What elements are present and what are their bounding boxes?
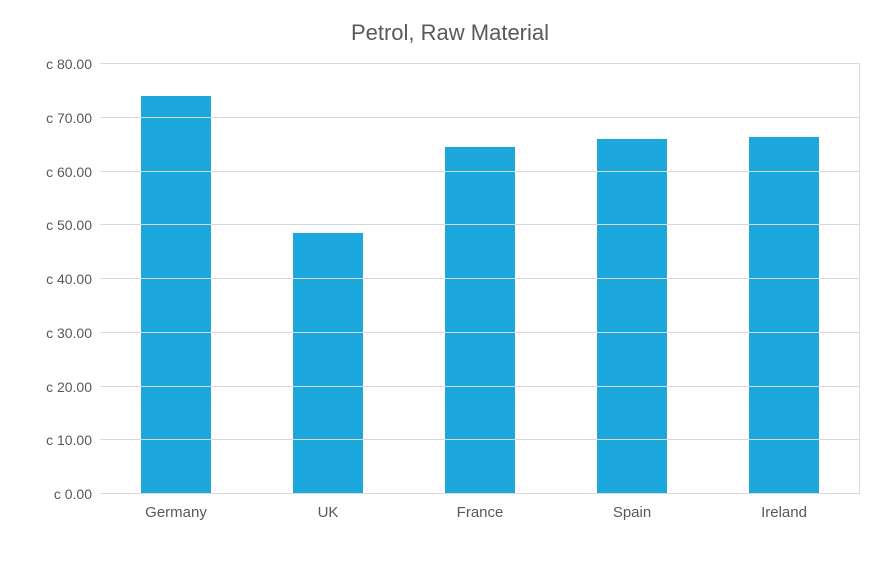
- grid-line: [100, 386, 860, 387]
- bar-chart: Petrol, Raw Material c 0.00c 10.00c 20.0…: [30, 20, 870, 540]
- y-tick-label: c 40.00: [30, 271, 92, 287]
- grid-line: [100, 439, 860, 440]
- bar-slot: [708, 64, 860, 494]
- bars-container: [100, 64, 860, 494]
- y-tick-label: c 80.00: [30, 56, 92, 72]
- y-tick-label: c 60.00: [30, 164, 92, 180]
- x-tick-label: Ireland: [708, 504, 860, 521]
- x-tick-label: France: [404, 504, 556, 521]
- bar: [293, 233, 363, 494]
- bar-slot: [404, 64, 556, 494]
- y-tick-label: c 30.00: [30, 325, 92, 341]
- bar: [597, 139, 667, 494]
- y-tick-label: c 20.00: [30, 379, 92, 395]
- x-tick-label: UK: [252, 504, 404, 521]
- bar: [749, 137, 819, 494]
- grid-line: [100, 171, 860, 172]
- x-tick-label: Spain: [556, 504, 708, 521]
- y-tick-label: c 70.00: [30, 110, 92, 126]
- y-tick-label: c 0.00: [30, 486, 92, 502]
- plot-area: c 0.00c 10.00c 20.00c 30.00c 40.00c 50.0…: [100, 64, 860, 494]
- y-tick-label: c 10.00: [30, 432, 92, 448]
- bar-slot: [100, 64, 252, 494]
- bar-slot: [556, 64, 708, 494]
- chart-title: Petrol, Raw Material: [30, 20, 870, 46]
- grid-line: [100, 63, 860, 64]
- bar: [445, 147, 515, 494]
- y-tick-label: c 50.00: [30, 217, 92, 233]
- x-axis-labels: GermanyUKFranceSpainIreland: [100, 504, 860, 521]
- x-tick-label: Germany: [100, 504, 252, 521]
- bar-slot: [252, 64, 404, 494]
- grid-line: [100, 278, 860, 279]
- grid-line: [100, 332, 860, 333]
- bar: [141, 96, 211, 494]
- grid-line: [100, 117, 860, 118]
- grid-line: [100, 224, 860, 225]
- grid-line: [100, 493, 860, 494]
